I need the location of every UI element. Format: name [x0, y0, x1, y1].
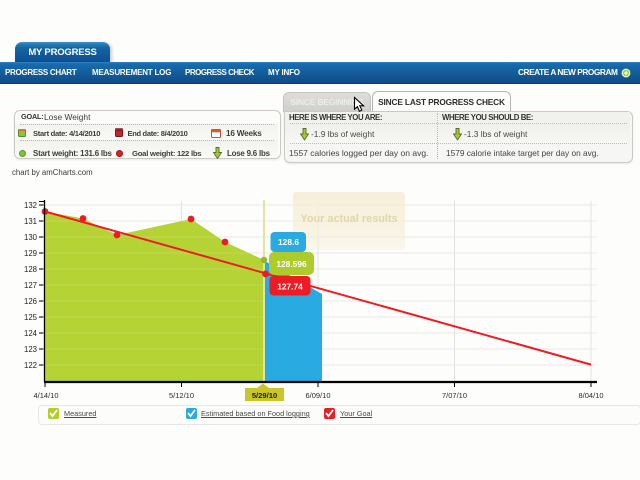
svg-text:Your actual results: Your actual results — [300, 213, 397, 225]
svg-text:132: 132 — [24, 201, 37, 210]
svg-text:127.74: 127.74 — [277, 282, 303, 292]
svg-text:122: 122 — [24, 361, 37, 370]
svg-text:124: 124 — [24, 329, 38, 338]
svg-text:126: 126 — [24, 297, 37, 306]
svg-text:128.6: 128.6 — [278, 237, 299, 247]
svg-text:127: 127 — [24, 281, 37, 290]
svg-text:125: 125 — [24, 313, 38, 322]
svg-text:5/12/10: 5/12/10 — [169, 391, 194, 400]
svg-text:7/07/10: 7/07/10 — [442, 391, 467, 400]
svg-text:6/09/10: 6/09/10 — [305, 391, 330, 400]
svg-text:4/14/10: 4/14/10 — [33, 391, 58, 400]
svg-text:123: 123 — [24, 345, 37, 354]
svg-text:5/29/10: 5/29/10 — [252, 391, 277, 400]
svg-text:130: 130 — [24, 233, 38, 242]
svg-text:131: 131 — [24, 217, 37, 226]
svg-text:8/04/10: 8/04/10 — [578, 391, 603, 400]
svg-text:128.596: 128.596 — [276, 259, 307, 269]
svg-text:128: 128 — [24, 265, 37, 274]
svg-text:129: 129 — [24, 249, 37, 258]
